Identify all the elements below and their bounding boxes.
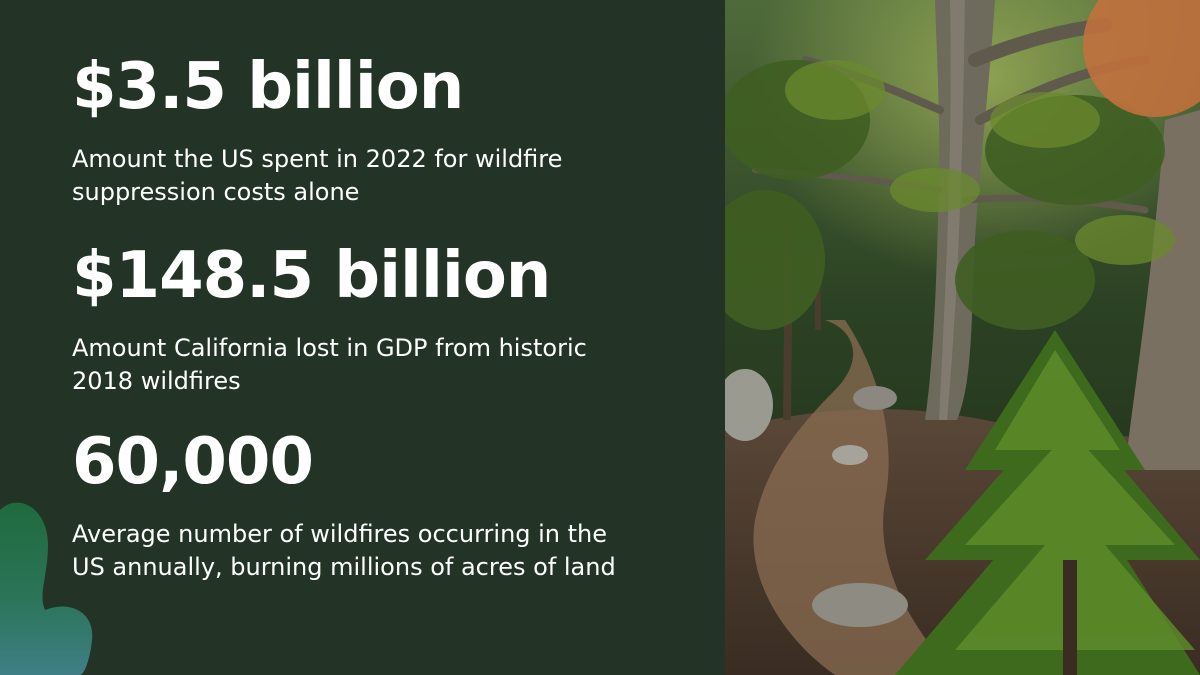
stat-value: $3.5 billion	[72, 50, 464, 124]
forest-trail-photo	[725, 0, 1200, 675]
green-blob-decoration	[0, 502, 93, 675]
orange-accent-circle	[1083, 0, 1200, 117]
stats-panel: $3.5 billion Amount the US spent in 2022…	[0, 55, 632, 675]
stat-description: Amount California lost in GDP from histo…	[72, 334, 587, 395]
stat-description: Amount the US spent in 2022 for wildfire…	[72, 145, 563, 206]
stat-value: $148.5 billion	[72, 239, 551, 313]
stat-description: Average number of wildfires occurring in…	[72, 520, 616, 581]
stat-block-suppression: $3.5 billion Amount the US spent in 2022…	[72, 55, 632, 209]
stat-block-gdp-loss: $148.5 billion Amount California lost in…	[72, 244, 632, 398]
forest-trail-illustration	[725, 0, 1200, 675]
stat-block-wildfire-count: 60,000 Average number of wildfires occur…	[72, 430, 632, 584]
stat-value: 60,000	[72, 425, 314, 499]
